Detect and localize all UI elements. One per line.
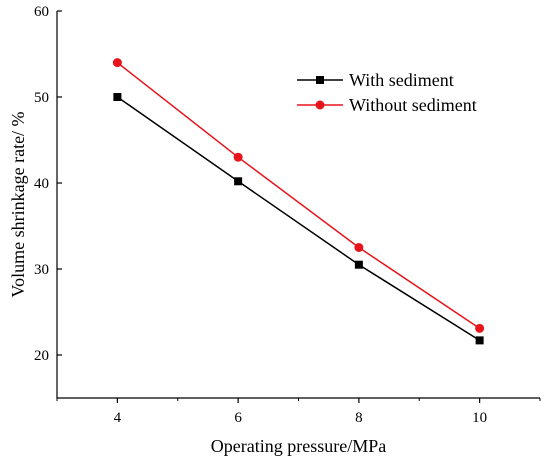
series-1: [113, 93, 484, 345]
legend-label: Without sediment: [349, 95, 477, 115]
data-point: [234, 177, 243, 186]
data-point: [354, 260, 363, 269]
y-tick-label: 50: [34, 90, 49, 106]
axes: [56, 11, 540, 399]
y-ticks: 20 30 40 50 60: [34, 4, 62, 364]
legend-item: With sediment: [297, 70, 454, 90]
data-point: [475, 336, 484, 345]
series-layer: [112, 58, 485, 345]
series-line: [116, 62, 481, 329]
x-tick-label: 4: [114, 410, 122, 426]
legend: With sediment Without sediment: [297, 70, 477, 115]
y-tick-label: 60: [34, 4, 49, 20]
x-ticks: 4 6 8 10: [56, 398, 541, 426]
y-tick-label: 30: [34, 262, 49, 278]
data-point: [354, 243, 364, 252]
y-tick-label: 20: [34, 348, 49, 364]
data-point: [112, 58, 122, 68]
legend-label: With sediment: [349, 70, 454, 90]
data-point: [233, 152, 243, 162]
y-tick-label: 40: [34, 176, 49, 192]
data-point: [475, 323, 485, 333]
y-axis-title: Volume shrinkage rate/ %: [8, 111, 28, 297]
legend-marker: [316, 76, 324, 84]
series-line: [116, 96, 481, 342]
legend-item: Without sediment: [297, 95, 477, 115]
series-2: [112, 58, 485, 333]
x-axis-title: Operating pressure/MPa: [211, 436, 386, 456]
x-tick-label: 8: [355, 410, 363, 426]
data-point: [113, 93, 122, 101]
x-tick-label: 10: [472, 410, 487, 426]
x-tick-label: 6: [234, 410, 242, 426]
legend-marker: [315, 100, 325, 110]
